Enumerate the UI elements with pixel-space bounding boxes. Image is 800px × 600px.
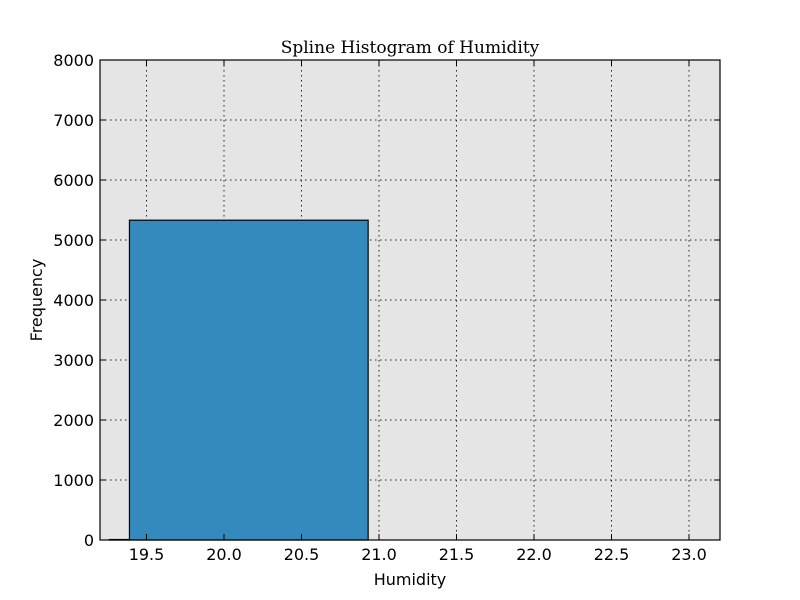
bars bbox=[108, 219, 369, 541]
y-tick-labels: 0 1000 2000 3000 4000 5000 6000 7000 8000 bbox=[53, 51, 94, 550]
chart-title: Spline Histogram of Humidity bbox=[281, 38, 540, 58]
x-tick-label: 21.0 bbox=[361, 545, 397, 564]
x-tick-label: 21.5 bbox=[439, 545, 475, 564]
y-axis-label: Frequency bbox=[27, 259, 46, 342]
y-tick-label: 0 bbox=[84, 531, 94, 550]
y-tick-label: 7000 bbox=[53, 111, 94, 130]
y-tick-label: 1000 bbox=[53, 471, 94, 490]
x-tick-labels: 19.5 20.0 20.5 21.0 21.5 22.0 22.5 23.0 bbox=[129, 545, 707, 564]
x-tick-label: 19.5 bbox=[129, 545, 165, 564]
y-tick-label: 4000 bbox=[53, 291, 94, 310]
y-tick-label: 8000 bbox=[53, 51, 94, 70]
x-tick-label: 22.0 bbox=[516, 545, 552, 564]
y-tick-label: 2000 bbox=[53, 411, 94, 430]
ticks bbox=[100, 59, 720, 541]
y-tick-label: 3000 bbox=[53, 351, 94, 370]
x-tick-label: 23.0 bbox=[671, 545, 707, 564]
x-tick-label: 22.5 bbox=[594, 545, 630, 564]
x-axis-label: Humidity bbox=[374, 570, 447, 589]
y-tick-label: 5000 bbox=[53, 231, 94, 250]
y-tick-label: 6000 bbox=[53, 171, 94, 190]
x-tick-label: 20.0 bbox=[206, 545, 242, 564]
histogram-bar bbox=[128, 219, 369, 541]
x-tick-label: 20.5 bbox=[284, 545, 320, 564]
